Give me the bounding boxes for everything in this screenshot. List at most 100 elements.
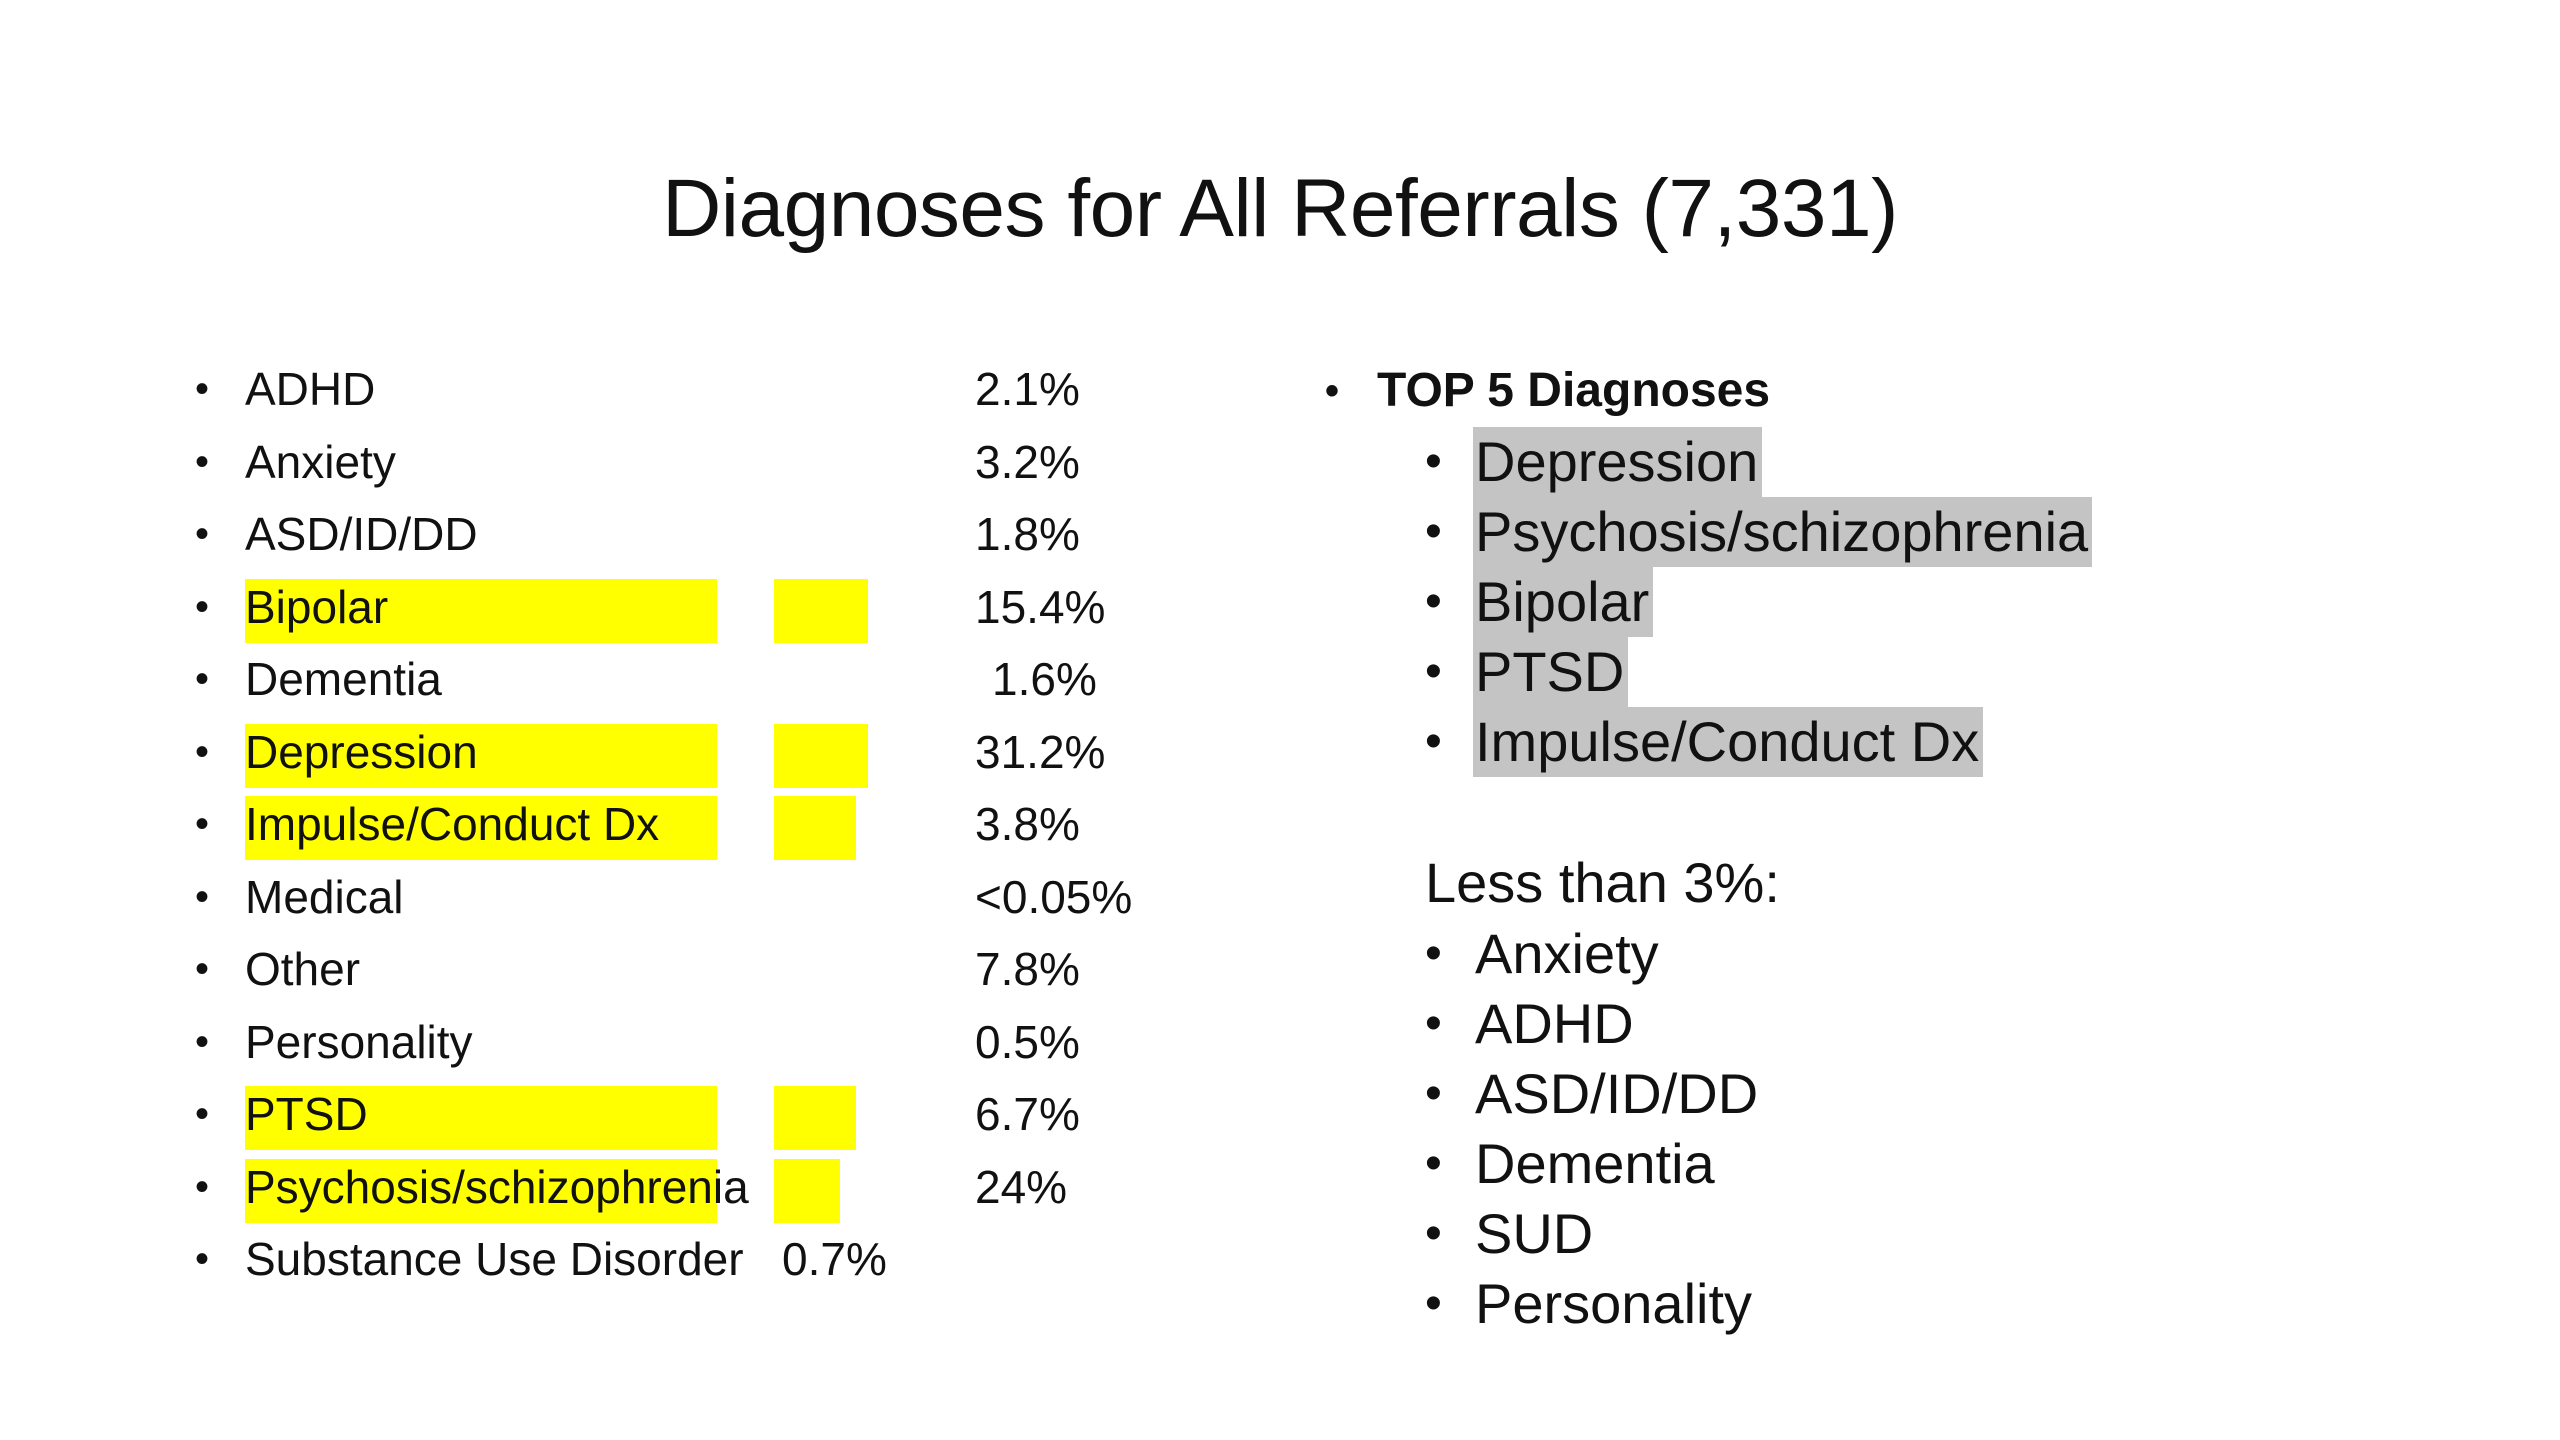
diagnosis-row: • Anxiety 3.2% [195, 426, 1195, 499]
highlight-band [245, 796, 717, 860]
diagnosis-name: Anxiety [245, 435, 396, 488]
diagnosis-row: • Dementia 1.6% [195, 643, 1195, 716]
less-than-item: • Dementia [1325, 1129, 2475, 1199]
bullet: • [195, 802, 210, 846]
diagnosis-name: Depression [245, 725, 478, 778]
diagnosis-row: • Substance Use Disorder 0.7% [195, 1223, 1195, 1296]
diagnosis-row: • Medical <0.05% [195, 861, 1195, 934]
top5-item: • Impulse/Conduct Dx [1325, 707, 2475, 777]
bullet: • [195, 439, 210, 484]
diagnosis-percent: 7.8% [975, 943, 1080, 995]
highlight-band [245, 1086, 717, 1150]
top5-item-label: Impulse/Conduct Dx [1473, 707, 1984, 777]
diagnosis-row: • Impulse/Conduct Dx 3.8% [195, 788, 1195, 861]
bullet: • [1425, 1067, 1442, 1120]
bullet: • [1425, 435, 1442, 488]
diagnosis-percent: 1.6% [992, 653, 1097, 705]
diagnosis-percent: 2.1% [975, 363, 1080, 415]
less-than-item: • ADHD [1325, 989, 2475, 1059]
diagnosis-percent: 31.2% [975, 725, 1106, 778]
diagnosis-name: PTSD [245, 1088, 368, 1140]
diagnosis-row: • Other 7.8% [195, 933, 1195, 1006]
diagnosis-name: Bipolar [245, 580, 389, 633]
diagnosis-percent: 3.8% [975, 798, 1080, 850]
bullet: • [1425, 997, 1442, 1050]
less-than-item-label: SUD [1475, 1202, 1594, 1265]
less-than-item-label: Personality [1475, 1272, 1753, 1335]
less-than-item-label: ADHD [1475, 992, 1634, 1055]
bullet: • [195, 367, 210, 411]
top5-item-label: Bipolar [1473, 567, 1654, 637]
diagnosis-row: • ASD/ID/DD 1.8% [195, 498, 1195, 571]
bullet: • [1425, 645, 1442, 698]
diagnosis-name: Dementia [245, 653, 442, 705]
diagnosis-row: • Depression 31.2% [195, 716, 1195, 789]
diagnosis-percent: 0.7% [782, 1233, 887, 1285]
highlight-band [245, 1158, 717, 1223]
bullet: • [195, 1092, 210, 1136]
bullet: • [195, 584, 210, 629]
top5-item: • Bipolar [1325, 567, 2475, 637]
bullet: • [195, 512, 210, 556]
bullet: • [1425, 1137, 1442, 1190]
diagnosis-name: Impulse/Conduct Dx [245, 798, 660, 850]
diagnosis-name: Personality [245, 1015, 473, 1068]
less-than-item: • Anxiety [1325, 919, 2475, 989]
diagnosis-percent: 1.8% [975, 508, 1080, 560]
bullet: • [1425, 1277, 1442, 1330]
less-than-item-label: Dementia [1475, 1132, 1715, 1195]
top5-item: • PTSD [1325, 637, 2475, 707]
less-than-header-label: Less than 3%: [1425, 851, 1780, 914]
top5-item-label: Depression [1473, 427, 1763, 497]
bullet: • [195, 874, 210, 919]
less-than-item: • ASD/ID/DD [1325, 1059, 2475, 1129]
highlight-band [774, 578, 868, 643]
top5-header-label: TOP 5 Diagnoses [1377, 364, 1771, 417]
diagnosis-percent: 24% [975, 1160, 1068, 1213]
diagnosis-row: • ADHD 2.1% [195, 353, 1195, 426]
highlight-band [774, 796, 856, 860]
diagnosis-row: • Personality 0.5% [195, 1006, 1195, 1079]
diagnosis-name: ASD/ID/DD [245, 508, 478, 560]
bullet: • [1425, 715, 1442, 768]
diagnosis-name: Psychosis/schizophrenia [245, 1160, 749, 1213]
less-than-header: Less than 3%: [1325, 847, 2475, 919]
bullet: • [1425, 1207, 1442, 1260]
diagnosis-row: • Psychosis/schizophrenia 24% [195, 1151, 1195, 1224]
diagnosis-percent: 3.2% [975, 435, 1080, 488]
top5-item-label: Psychosis/schizophrenia [1473, 497, 2093, 567]
bullet: • [195, 1019, 210, 1064]
less-than-item-label: ASD/ID/DD [1475, 1062, 1759, 1125]
bullet: • [1425, 575, 1442, 628]
top5-item: • Depression [1325, 427, 2475, 497]
bullet: • [1325, 369, 1340, 413]
summary-column: • TOP 5 Diagnoses • Depression • Psychosis/… [1325, 355, 2475, 1339]
less-than-item-label: Anxiety [1475, 922, 1659, 985]
bullet: • [195, 729, 210, 774]
bullet: • [1425, 505, 1442, 558]
diagnosis-name: ADHD [245, 363, 376, 415]
slide-title: Diagnoses for All Referrals (7,331) [662, 163, 1898, 254]
bullet: • [195, 1164, 210, 1209]
diagnosis-name: Medical [245, 870, 404, 923]
diagnosis-percent: <0.05% [975, 870, 1133, 923]
top5-item: • Psychosis/schizophrenia [1325, 497, 2475, 567]
diagnosis-row: • PTSD 6.7% [195, 1078, 1195, 1151]
bullet: • [1425, 927, 1442, 980]
top5-header: • TOP 5 Diagnoses [1325, 355, 2475, 427]
diagnosis-percent: 6.7% [975, 1088, 1080, 1140]
diagnosis-row: • Bipolar 15.4% [195, 571, 1195, 644]
diagnosis-name: Other [245, 943, 361, 995]
highlight-band [245, 578, 717, 643]
highlight-band [774, 1158, 840, 1223]
less-than-list: • Anxiety • ADHD • ASD/ID/DD • Dementia • SUD • Per… [1325, 919, 2475, 1339]
bullet: • [195, 657, 210, 701]
top5-item-label: PTSD [1473, 637, 1629, 707]
top5-list: • Depression • Psychosis/schizophrenia • Bipo… [1325, 427, 2475, 777]
highlight-band [774, 723, 868, 788]
bullet: • [195, 947, 210, 991]
less-than-item: • Personality [1325, 1269, 2475, 1339]
diagnosis-percent: 15.4% [975, 580, 1106, 633]
highlight-band [774, 1086, 856, 1150]
